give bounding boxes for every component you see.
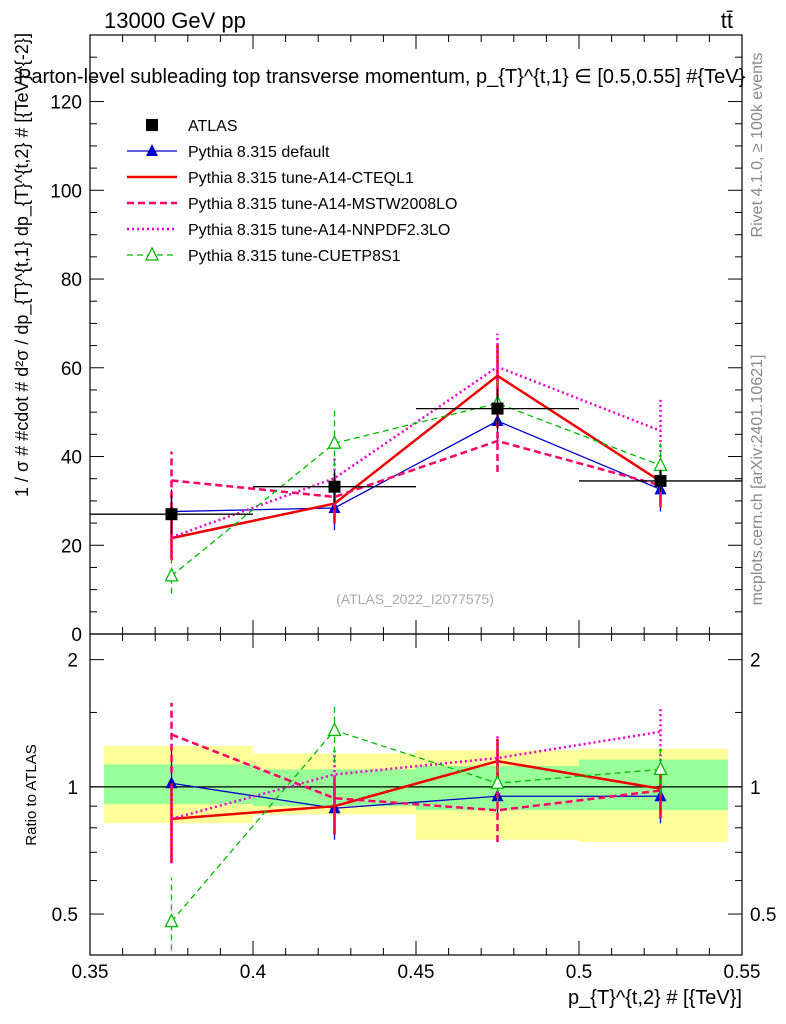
main-atlas-point bbox=[328, 480, 341, 493]
ratio-cuetp-line bbox=[171, 729, 661, 922]
main-cuetp-line bbox=[171, 402, 661, 577]
ratio-mstw-line bbox=[171, 733, 661, 812]
ratio-panel-series bbox=[164, 702, 668, 951]
main-y-tick-label: 100 bbox=[50, 181, 82, 202]
ratio-cuetp-point bbox=[490, 774, 505, 789]
energy-label: 13000 GeV pp bbox=[104, 8, 246, 33]
main-cuetp-point bbox=[653, 456, 668, 472]
x-axis-label: p_{T}^{t,2} # [{TeV}] bbox=[568, 987, 742, 1009]
ratio-y-tick-label: 0.5 bbox=[52, 905, 78, 926]
ratio-y-tick-label-right: 2 bbox=[750, 651, 761, 672]
main-atlas-point bbox=[491, 402, 504, 415]
ratio-y-axis-label: Ratio to ATLAS bbox=[23, 744, 40, 845]
legend-atlas-marker bbox=[146, 119, 158, 131]
legend-default-marker bbox=[146, 144, 158, 156]
main-y-tick-label: 120 bbox=[50, 93, 82, 114]
main-cteql1-line bbox=[171, 374, 662, 540]
ratio-default-line bbox=[171, 782, 661, 809]
rivet-label: Rivet 4.1.0, ≥ 100k events bbox=[749, 53, 766, 238]
legend-cuetp-label: Pythia 8.315 tune-CUETP8S1 bbox=[188, 248, 401, 265]
legend-cuetp-marker bbox=[144, 246, 160, 261]
main-atlas-point bbox=[654, 474, 667, 487]
x-tick-label: 0.35 bbox=[72, 962, 109, 983]
x-tick-label: 0.45 bbox=[398, 962, 435, 983]
ratio-inner-band bbox=[579, 759, 728, 811]
ratio-cuetp-point bbox=[327, 721, 342, 737]
main-y-tick-label: 80 bbox=[61, 270, 82, 291]
main-y-tick-label: 20 bbox=[61, 536, 82, 557]
legend-mstw-label: Pythia 8.315 tune-A14-MSTW2008LO bbox=[188, 196, 457, 213]
main-y-tick-label: 60 bbox=[61, 359, 82, 380]
x-tick-label: 0.5 bbox=[566, 962, 592, 983]
legend-nnpdf-label: Pythia 8.315 tune-A14-NNPDF2.3LO bbox=[188, 222, 450, 239]
ratio-y-tick-label-right: 1 bbox=[750, 778, 761, 799]
ratio-y-tick-label-right: 0.5 bbox=[750, 905, 776, 926]
legend-default-label: Pythia 8.315 default bbox=[188, 144, 330, 161]
main-atlas-point bbox=[165, 508, 178, 521]
legend-atlas-label: ATLAS bbox=[188, 118, 238, 135]
main-nnpdf-line bbox=[171, 365, 661, 539]
ratio-cuetp-point bbox=[164, 913, 179, 928]
main-mstw-line bbox=[171, 439, 661, 499]
process-label: tt̄ bbox=[721, 8, 733, 33]
main-y-tick-label: 0 bbox=[71, 625, 82, 646]
main-watermark: (ATLAS_2022_I2077575) bbox=[336, 591, 494, 607]
ratio-default-point bbox=[165, 776, 178, 789]
main-cuetp-point bbox=[164, 567, 179, 582]
ratio-cteql1-line bbox=[171, 759, 661, 821]
x-tick-label: 0.4 bbox=[240, 962, 267, 983]
main-cuetp-point bbox=[327, 434, 342, 449]
ratio-panel-axes: 0.5 0.5 1 1 2 2 0.35 0.4 0.45 0.5 0.55 bbox=[52, 633, 776, 983]
main-y-tick-label: 40 bbox=[61, 448, 82, 469]
main-title: Parton-level subleading top transverse m… bbox=[18, 66, 746, 88]
ratio-y-tick-label: 1 bbox=[67, 778, 78, 799]
main-y-axis-label: 1 / σ # #cdot # d²σ / dp_{T}^{t,1} dp_{T… bbox=[12, 33, 33, 497]
ratio-y-tick-label: 2 bbox=[67, 651, 78, 672]
legend-cteql1-label: Pythia 8.315 tune-A14-CTEQL1 bbox=[188, 170, 414, 187]
legend: ATLAS Pythia 8.315 default Pythia 8.315 tu… bbox=[127, 118, 457, 265]
ratio-cuetp-point bbox=[653, 760, 668, 776]
mcplots-label: mcplots.cern.ch [arXiv:2401.10621] bbox=[749, 355, 766, 606]
ratio-nnpdf-line bbox=[171, 730, 661, 821]
main-panel-series bbox=[90, 333, 742, 594]
ratio-panel-bands bbox=[90, 745, 742, 843]
x-tick-label: 0.55 bbox=[724, 962, 761, 983]
